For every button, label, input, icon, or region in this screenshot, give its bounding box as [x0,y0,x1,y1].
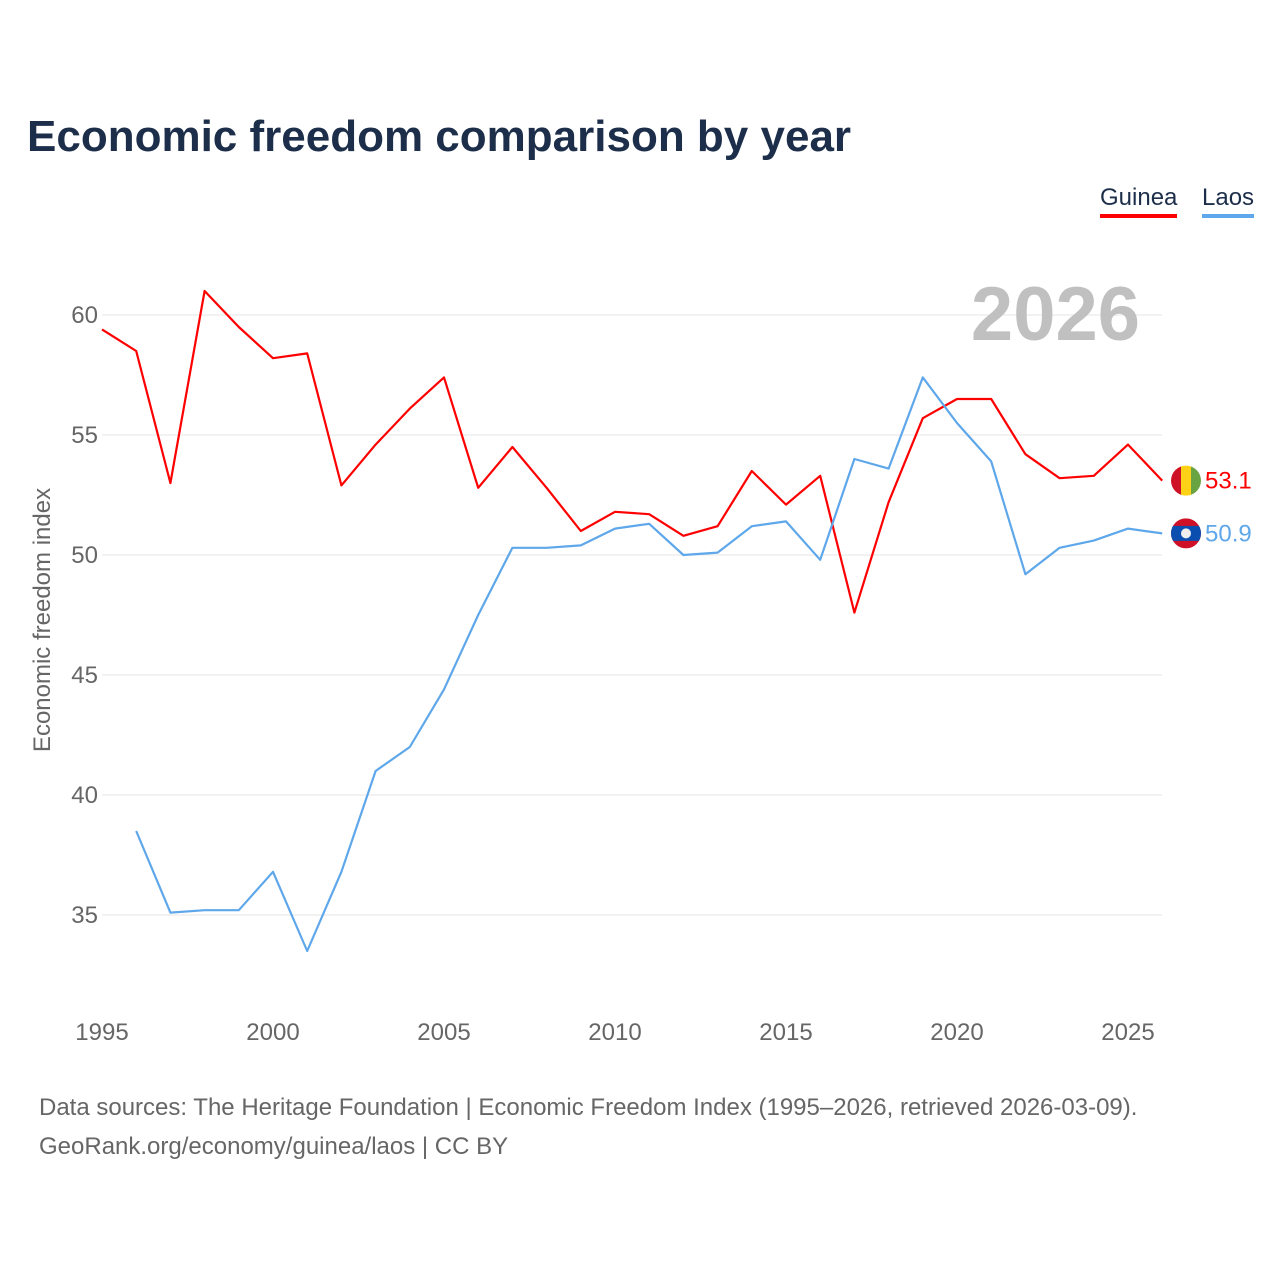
data-point [339,483,343,487]
x-tick-label: 2025 [1101,1019,1154,1046]
data-point [100,327,104,331]
current-year-label: 2026 [971,272,1140,357]
data-point [989,459,993,463]
data-point [1092,539,1096,543]
chart-title: Economic freedom comparison by year [27,112,852,161]
x-tick-label: 2010 [588,1019,641,1046]
data-point [818,474,822,478]
legend-laos[interactable]: Laos [1202,184,1255,218]
y-tick-label: 60 [71,302,98,329]
data-point [1092,474,1096,478]
data-point [1023,572,1027,576]
data-point [237,908,241,912]
data-point [374,769,378,773]
data-point [203,289,207,293]
data-point [442,687,446,691]
series-line-laos [135,376,1163,953]
data-point [887,500,891,504]
data-point [989,397,993,401]
y-tick-label: 55 [71,422,98,449]
data-point [1160,479,1164,483]
guinea-flag-icon [1171,465,1201,496]
data-point [237,325,241,329]
data-point [921,416,925,420]
data-point [1126,527,1130,531]
x-tick-label: 2000 [246,1019,299,1046]
data-point [442,375,446,379]
data-point [750,469,754,473]
x-tick-label: 2015 [759,1019,812,1046]
data-point [271,356,275,360]
data-point [1023,452,1027,456]
data-point [647,522,651,526]
data-point [271,870,275,874]
data-point [1160,531,1164,535]
data-point [168,911,172,915]
laos-flag-icon [1171,518,1201,549]
source-note: Data sources: The Heritage Foundation | … [39,1088,1137,1166]
source-line-2[interactable]: GeoRank.org/economy/guinea/laos | CC BY [39,1133,509,1160]
data-point [510,546,514,550]
data-point [887,467,891,471]
data-point [852,611,856,615]
data-point [1126,443,1130,447]
data-point [134,349,138,353]
data-point [647,512,651,516]
data-point [613,527,617,531]
end-value-label-laos: 50.9 [1205,520,1252,547]
data-point [579,529,583,533]
series-line-guinea [101,289,1163,614]
data-point [408,745,412,749]
data-point [579,543,583,547]
data-point [545,486,549,490]
data-point [168,481,172,485]
y-tick-label: 35 [71,902,98,929]
source-line-1: Data sources: The Heritage Foundation | … [39,1094,1138,1121]
data-point [476,486,480,490]
data-point [1058,546,1062,550]
data-point [134,829,138,833]
data-point [716,551,720,555]
data-point [613,510,617,514]
data-point [374,443,378,447]
y-axis-label: Economic freedom index [29,488,56,752]
end-value-label-guinea: 53.1 [1205,468,1252,495]
data-point [955,397,959,401]
data-point [716,524,720,528]
data-point [784,519,788,523]
data-point [203,908,207,912]
x-tick-label: 1995 [75,1019,128,1046]
data-point [681,534,685,538]
data-point [408,407,412,411]
y-tick-label: 50 [71,542,98,569]
data-point [784,503,788,507]
data-point [545,546,549,550]
data-point [339,870,343,874]
data-point [750,524,754,528]
data-point [1058,476,1062,480]
x-tick-label: 2020 [930,1019,983,1046]
legend-guinea[interactable]: Guinea [1100,184,1178,218]
data-point [305,351,309,355]
data-point [955,421,959,425]
data-point [476,613,480,617]
data-point [510,445,514,449]
x-tick-label: 2005 [417,1019,470,1046]
data-point [818,558,822,562]
data-point [852,457,856,461]
data-point [305,949,309,953]
data-point [921,375,925,379]
data-point [681,553,685,557]
y-tick-label: 40 [71,782,98,809]
y-tick-label: 45 [71,662,98,689]
